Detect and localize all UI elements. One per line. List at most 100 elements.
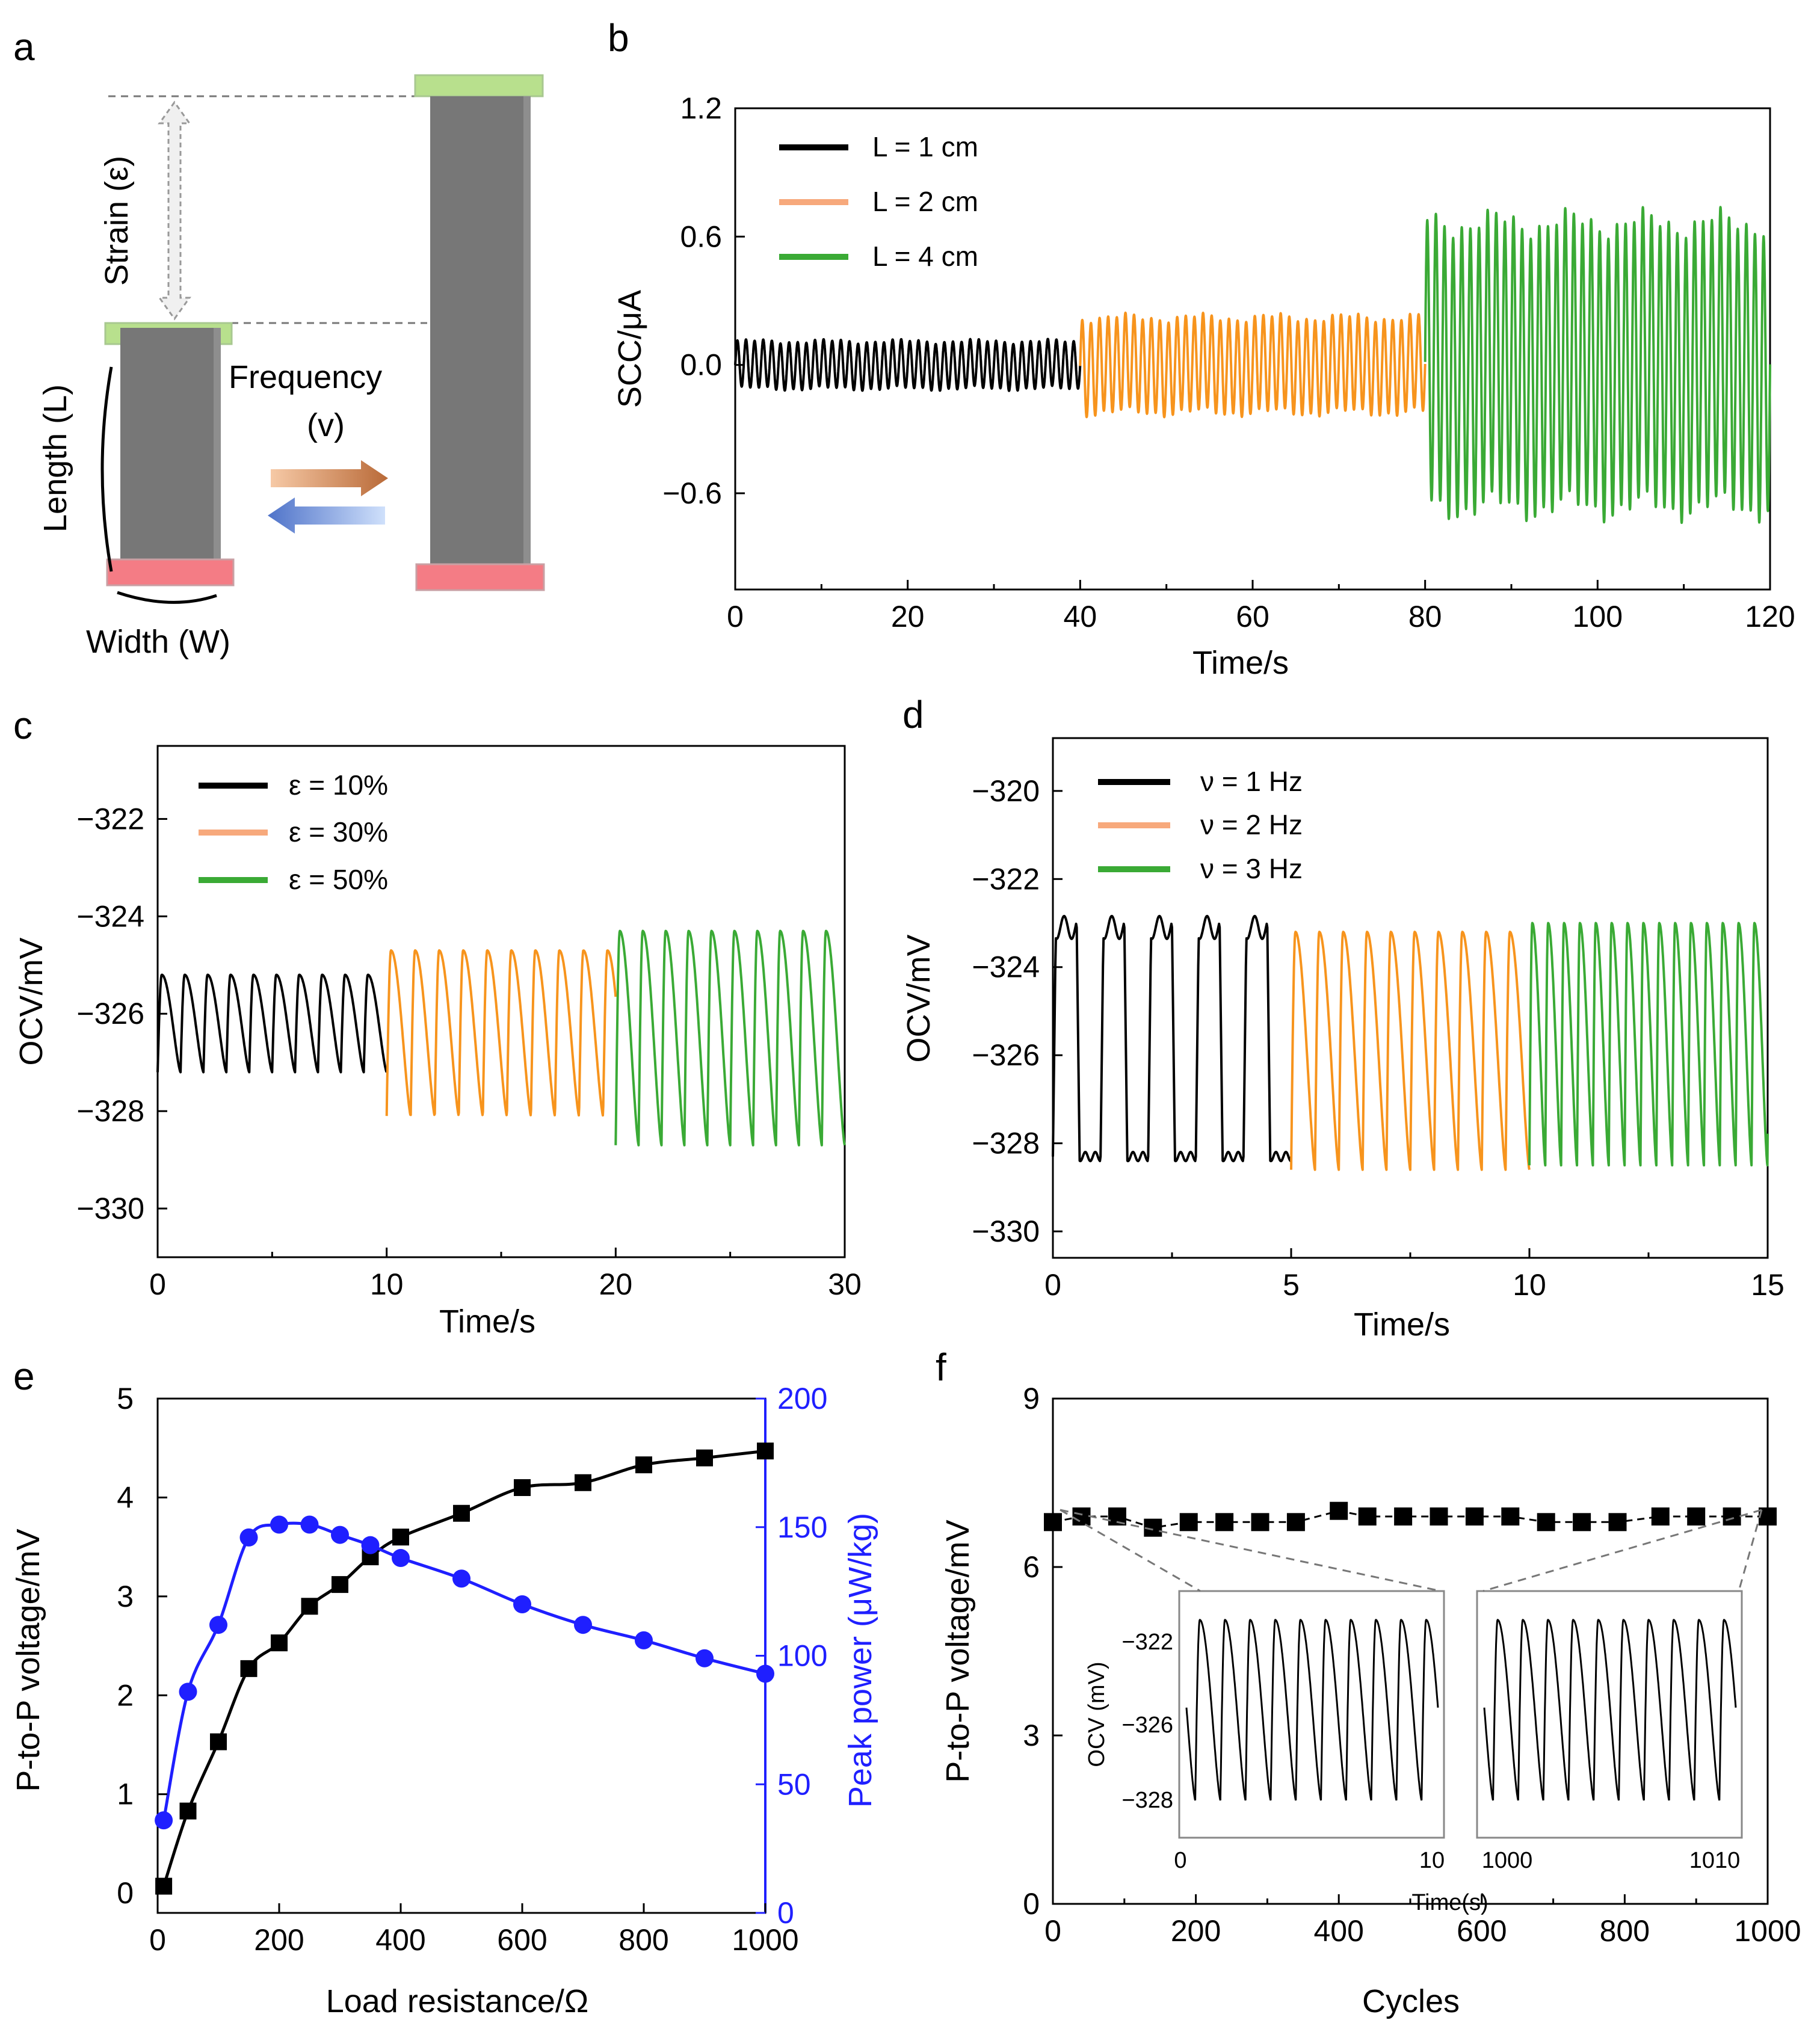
x-tick-label: 800	[618, 1923, 668, 1957]
y-tick-label: 3	[1023, 1719, 1040, 1752]
y-tick-label: 1.2	[680, 91, 722, 125]
data-point	[1573, 1513, 1591, 1532]
y-tick-label: −326	[76, 997, 144, 1030]
inset-xtick: 0	[1174, 1848, 1186, 1873]
frequency-symbol: (v)	[307, 407, 345, 443]
y-tick-label: −0.6	[662, 476, 722, 510]
data-point	[301, 1598, 318, 1615]
chart-c-ticks: 0 10 20 30 −322 −324 −326 −328 −330	[76, 802, 861, 1301]
data-point	[1687, 1507, 1706, 1526]
data-point	[513, 1595, 531, 1613]
data-point	[452, 1569, 470, 1588]
inset-ylabel: OCV (mV)	[1084, 1661, 1109, 1767]
width-bracket	[117, 591, 217, 604]
chart-c-legend: ε = 10% ε = 30% ε = 50%	[199, 769, 388, 895]
panel-label-e: e	[13, 1355, 35, 1398]
y-tick-label: −330	[76, 1192, 144, 1225]
chart-b-series	[734, 206, 1771, 525]
data-point	[179, 1683, 197, 1701]
y-tick-label: −320	[972, 774, 1040, 808]
long-sample-edge	[523, 96, 531, 565]
chart-e-ylabel: P-to-P voltage/mV	[10, 1529, 46, 1791]
data-point	[1286, 1513, 1305, 1532]
x-tick-label: 1000	[1734, 1914, 1801, 1948]
inset-xlabel: Time(s)	[1411, 1890, 1488, 1915]
legend-label: ε = 30%	[289, 816, 388, 848]
x-tick-label: 30	[828, 1267, 862, 1301]
chart-d-frame	[1052, 737, 1769, 1259]
chart-b-legend: L = 1 cm L = 2 cm L = 4 cm	[779, 131, 978, 272]
chart-d-xlabel: Time/s	[1354, 1307, 1450, 1343]
chart-d-series	[1052, 914, 1769, 1171]
legend-label: L = 1 cm	[872, 131, 978, 162]
chart-c-ylabel: OCV/mV	[13, 937, 49, 1065]
chart-f-xlabel: Cycles	[1362, 1983, 1460, 2019]
y-right-tick-label: 50	[777, 1767, 811, 1801]
chart-d-ylabel: OCV/mV	[901, 934, 937, 1062]
inset-ytick: −326	[1121, 1713, 1173, 1738]
data-point	[240, 1660, 258, 1677]
data-point	[1044, 1513, 1062, 1532]
chart-f-ticks: 0 200 400 600 800 1000 0 3 6 9	[1023, 1382, 1801, 1948]
x-tick-label: 200	[254, 1923, 304, 1957]
y-tick-label: 6	[1023, 1550, 1040, 1584]
data-point	[210, 1733, 227, 1750]
x-tick-label: 600	[1457, 1914, 1507, 1948]
y-tick-label: −326	[972, 1038, 1040, 1072]
y-tick-label: 3	[117, 1580, 134, 1613]
series-line--50-	[614, 929, 846, 1147]
schematic: Strain (ε) Length (L) Width (W) Frequenc…	[37, 74, 545, 660]
data-point	[1465, 1507, 1484, 1526]
data-point	[1723, 1507, 1741, 1526]
x-tick-label: 100	[1573, 600, 1623, 633]
chart-c-xlabel: Time/s	[439, 1304, 535, 1340]
data-point	[1501, 1507, 1520, 1526]
y-tick-label: −330	[972, 1215, 1040, 1248]
y-tick-label: 4	[117, 1480, 134, 1514]
legend-label: L = 2 cm	[872, 186, 978, 217]
y-tick-label: −322	[76, 802, 144, 836]
x-tick-label: 20	[891, 600, 925, 633]
length-bracket	[100, 366, 113, 572]
chart-e-ylabel-right: Peak power (μW/kg)	[842, 1513, 878, 1808]
x-tick-label: 600	[497, 1923, 547, 1957]
y-tick-label: 0.0	[680, 348, 722, 382]
chart-d: 0 5 10 15 −320 −322 −324 −326 −328 −330 Time/s OC…	[901, 737, 1785, 1343]
backward-arrow	[268, 497, 385, 534]
chart-b-ticks: 0 20 40 60 80 100 120 1.2 0.6 0.0 −0.6	[662, 91, 1795, 633]
inset-trace-1	[1185, 1619, 1439, 1801]
inset-xtick: 1000	[1482, 1848, 1533, 1873]
y-tick-label: 5	[117, 1382, 134, 1415]
y-tick-label: −322	[972, 862, 1040, 896]
data-point	[300, 1515, 319, 1534]
x-tick-label: 80	[1408, 600, 1442, 633]
x-tick-label: 200	[1171, 1914, 1221, 1948]
series-line--10-	[156, 973, 388, 1074]
data-point	[332, 1576, 348, 1593]
inset-xtick: 10	[1419, 1848, 1445, 1873]
data-point	[575, 1474, 591, 1491]
y-tick-label: 1	[117, 1778, 134, 1811]
y-tick-label: 9	[1023, 1382, 1040, 1415]
zoom-guide	[1060, 1509, 1201, 1592]
series-line--1-hz	[1052, 914, 1292, 1163]
panel-label-b: b	[608, 16, 629, 60]
data-point	[361, 1536, 380, 1554]
y-right-tick-label: 0	[777, 1896, 794, 1930]
x-tick-label: 0	[149, 1923, 166, 1957]
data-point	[1430, 1507, 1448, 1526]
chart-f-ylabel: P-to-P voltage/mV	[940, 1519, 976, 1782]
y-right-tick-label: 200	[777, 1382, 827, 1415]
panel-label-f: f	[936, 1346, 946, 1389]
inset-ytick: −328	[1121, 1788, 1173, 1813]
x-tick-label: 120	[1745, 600, 1795, 633]
x-tick-label: 15	[1751, 1268, 1785, 1302]
y-tick-label: 0.6	[680, 220, 722, 253]
data-point	[239, 1528, 258, 1547]
zoom-guide	[1060, 1509, 1442, 1592]
series-line--3-hz	[1528, 922, 1769, 1167]
x-tick-label: 0	[149, 1267, 166, 1301]
chart-b: 0 20 40 60 80 100 120 1.2 0.6 0.0 −0.6 Time/s SCC/…	[612, 91, 1795, 681]
data-point	[392, 1549, 410, 1568]
